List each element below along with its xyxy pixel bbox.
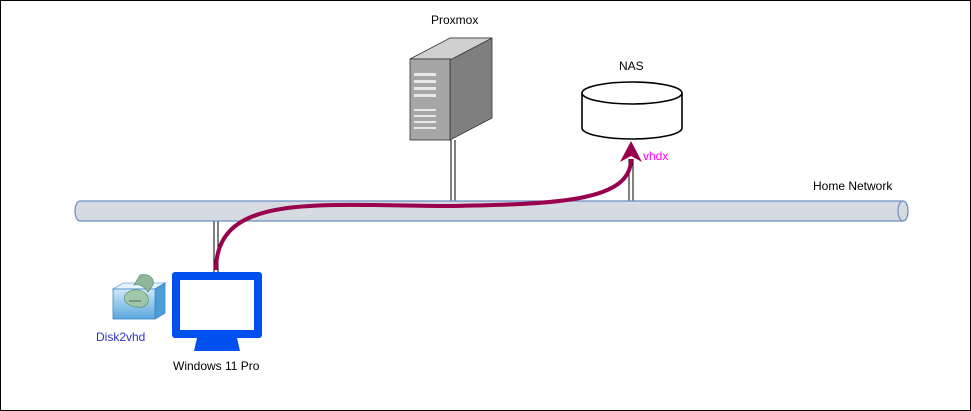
network-pipe[interactable]	[74, 200, 909, 222]
server-label: Proxmox	[431, 13, 479, 27]
server-link	[450, 140, 456, 201]
storage-cylinder-icon[interactable]	[581, 81, 683, 140]
monitor-icon[interactable]	[172, 272, 262, 351]
network-label: Home Network	[813, 179, 893, 193]
transfer-arrow	[214, 141, 642, 271]
server-tower-icon[interactable]	[409, 37, 493, 141]
transfer-label: vhdx	[643, 149, 669, 163]
workstation-label: Windows 11 Pro	[173, 359, 260, 373]
disk2vhd-icon[interactable]	[111, 274, 167, 320]
nas-label: NAS	[619, 59, 644, 73]
tool-label: Disk2vhd	[96, 330, 146, 344]
